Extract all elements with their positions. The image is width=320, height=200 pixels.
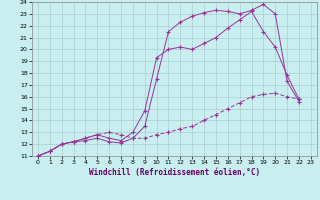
X-axis label: Windchill (Refroidissement éolien,°C): Windchill (Refroidissement éolien,°C)	[89, 168, 260, 177]
